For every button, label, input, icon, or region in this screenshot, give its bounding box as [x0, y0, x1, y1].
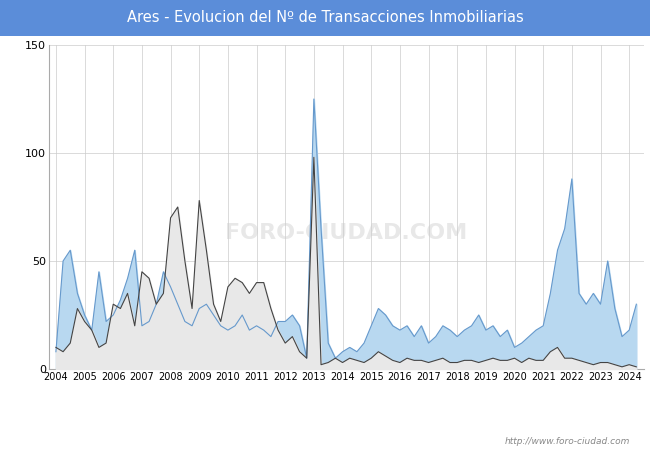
Text: FORO-CIUDAD.COM: FORO-CIUDAD.COM [225, 223, 467, 243]
Text: Ares - Evolucion del Nº de Transacciones Inmobiliarias: Ares - Evolucion del Nº de Transacciones… [127, 10, 523, 26]
Text: http://www.foro-ciudad.com: http://www.foro-ciudad.com [505, 436, 630, 446]
